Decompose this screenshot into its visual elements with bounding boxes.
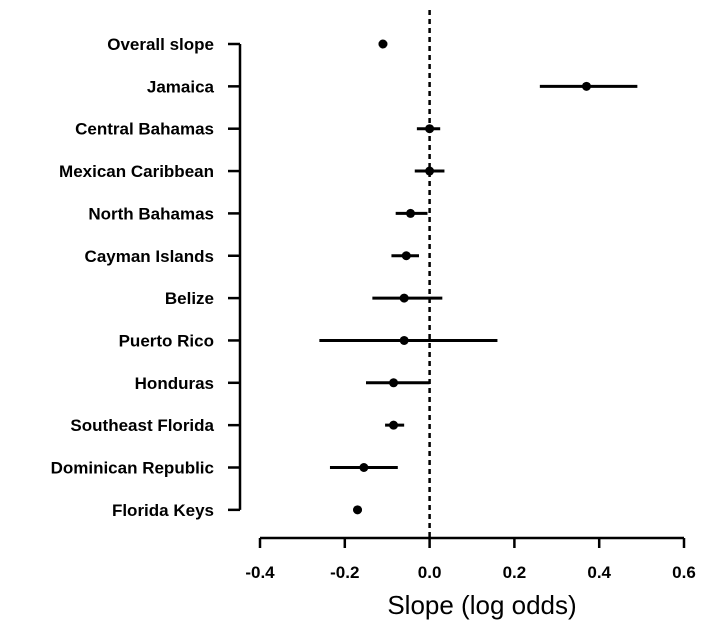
category-label: Puerto Rico xyxy=(119,331,214,350)
x-tick-label: 0.6 xyxy=(672,563,696,582)
point-estimate xyxy=(389,378,399,388)
point-estimate xyxy=(425,166,435,176)
point-estimate xyxy=(378,39,388,49)
y-axis: Overall slope Jamaica Central Bahamas Mexic… xyxy=(51,35,242,520)
category-label: Southeast Florida xyxy=(70,416,214,435)
category-label: Honduras xyxy=(135,374,214,393)
point-estimate xyxy=(406,208,416,218)
point-estimate xyxy=(399,335,409,345)
point-estimate xyxy=(359,463,369,472)
x-tick-label: 0.0 xyxy=(418,563,442,582)
point-estimate xyxy=(581,81,591,91)
category-label: North Bahamas xyxy=(88,204,214,223)
category-label: Dominican Republic xyxy=(51,459,214,478)
category-label: Mexican Caribbean xyxy=(59,162,214,181)
category-label: Central Bahamas xyxy=(75,120,214,139)
x-axis: -0.4 -0.2 0.0 0.2 0.4 0.6 xyxy=(245,536,696,582)
x-axis-title: Slope (log odds) xyxy=(387,590,576,620)
point-estimate xyxy=(399,293,409,303)
category-label: Overall slope xyxy=(107,35,214,54)
point-estimate xyxy=(425,124,435,134)
point-estimate xyxy=(353,505,363,515)
point-estimate xyxy=(401,251,411,261)
x-tick-label: -0.2 xyxy=(330,563,359,582)
category-label: Belize xyxy=(165,289,214,308)
x-tick-label: 0.4 xyxy=(587,563,611,582)
category-label: Florida Keys xyxy=(112,501,214,520)
estimates-group xyxy=(319,39,638,515)
category-label: Cayman Islands xyxy=(85,247,214,266)
point-estimate xyxy=(389,420,399,430)
x-tick-label: 0.2 xyxy=(503,563,527,582)
x-tick-label: -0.4 xyxy=(245,563,275,582)
category-label: Jamaica xyxy=(147,77,215,96)
